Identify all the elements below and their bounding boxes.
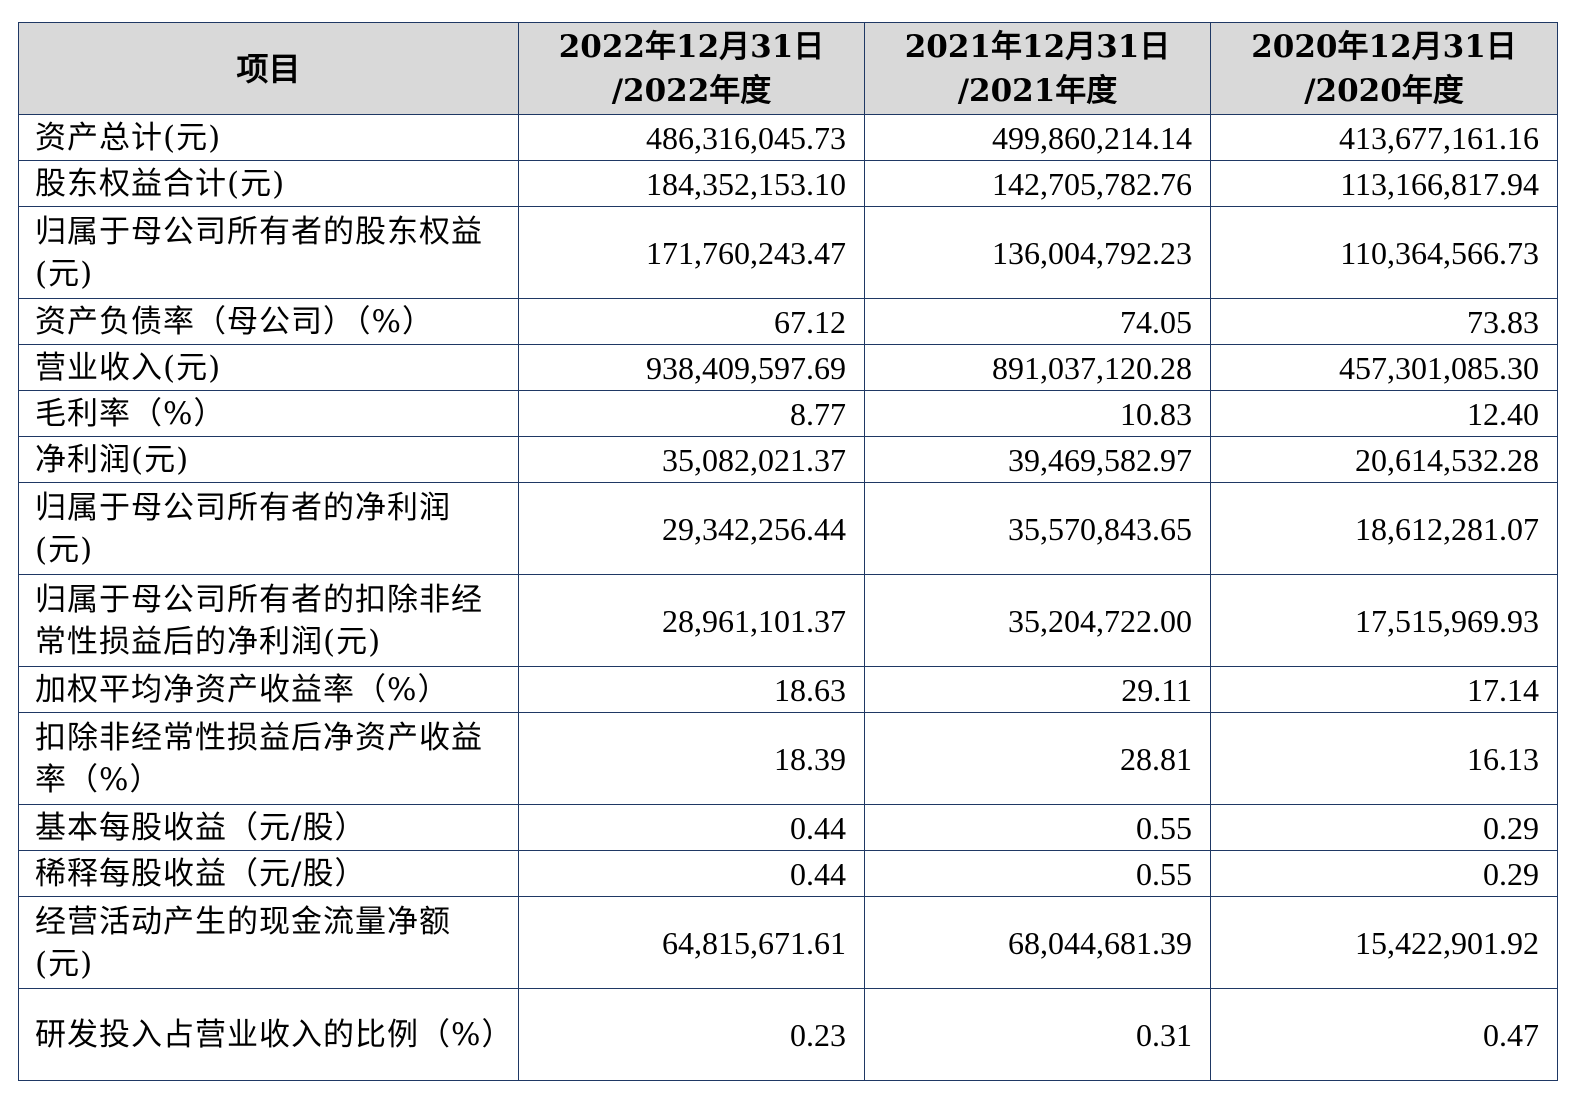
cell-2021: 0.31 [864,988,1211,1081]
cell-2020: 17.14 [1210,666,1558,713]
cell-2021: 35,570,843.65 [864,482,1211,575]
row-label: 基本每股收益（元/股） [18,804,519,851]
cell-2020: 17,515,969.93 [1210,574,1558,667]
row-label: 研发投入占营业收入的比例（%） [18,988,519,1081]
cell-2021: 74.05 [864,298,1211,345]
cell-2021: 0.55 [864,850,1211,897]
cell-2022: 0.23 [518,988,865,1081]
row-label: 归属于母公司所有者的股东权益(元) [18,206,519,299]
cell-2020: 413,677,161.16 [1210,114,1558,161]
cell-2021: 68,044,681.39 [864,896,1211,989]
cell-2022: 67.12 [518,298,865,345]
cell-2020: 73.83 [1210,298,1558,345]
row-label: 资产负债率（母公司）（%） [18,298,519,345]
cell-2021: 28.81 [864,712,1211,805]
cell-2020: 457,301,085.30 [1210,344,1558,391]
header-2022: 2022年12月31日 /2022年度 [518,22,865,115]
cell-2022: 18.39 [518,712,865,805]
table-row: 稀释每股收益（元/股） 0.44 0.55 0.29 [18,850,1558,897]
table-row: 基本每股收益（元/股） 0.44 0.55 0.29 [18,804,1558,851]
table-row: 净利润(元) 35,082,021.37 39,469,582.97 20,61… [18,436,1558,483]
cell-2021: 29.11 [864,666,1211,713]
row-label: 加权平均净资产收益率（%） [18,666,519,713]
cell-2020: 0.29 [1210,804,1558,851]
cell-2020: 16.13 [1210,712,1558,805]
table-row: 归属于母公司所有者的扣除非经常性损益后的净利润(元) 28,961,101.37… [18,574,1558,667]
row-label: 经营活动产生的现金流量净额(元) [18,896,519,989]
table-row: 营业收入(元) 938,409,597.69 891,037,120.28 45… [18,344,1558,391]
cell-2020: 20,614,532.28 [1210,436,1558,483]
row-label: 营业收入(元) [18,344,519,391]
header-2020: 2020年12月31日 /2020年度 [1210,22,1558,115]
header-2020-line2: /2020年度 [1304,72,1464,109]
row-label: 股东权益合计(元) [18,160,519,207]
header-2021-line2: /2021年度 [957,72,1118,109]
table-row: 扣除非经常性损益后净资产收益率（%） 18.39 28.81 16.13 [18,712,1558,805]
cell-2022: 938,409,597.69 [518,344,865,391]
cell-2022: 8.77 [518,390,865,437]
cell-2020: 0.47 [1210,988,1558,1081]
cell-2021: 0.55 [864,804,1211,851]
header-2022-line1: 2022年12月31日 [558,28,825,65]
cell-2022: 29,342,256.44 [518,482,865,575]
cell-2021: 39,469,582.97 [864,436,1211,483]
cell-2021: 10.83 [864,390,1211,437]
header-row: 项目 2022年12月31日 /2022年度 2021年12月31日 /2021… [18,22,1558,115]
cell-2022: 64,815,671.61 [518,896,865,989]
row-label: 毛利率（%） [18,390,519,437]
header-2021: 2021年12月31日 /2021年度 [864,22,1211,115]
cell-2022: 184,352,153.10 [518,160,865,207]
row-label: 资产总计(元) [18,114,519,161]
cell-2022: 171,760,243.47 [518,206,865,299]
cell-2021: 891,037,120.28 [864,344,1211,391]
table-row: 归属于母公司所有者的净利润(元) 29,342,256.44 35,570,84… [18,482,1558,575]
cell-2020: 0.29 [1210,850,1558,897]
row-label: 归属于母公司所有者的扣除非经常性损益后的净利润(元) [18,574,519,667]
cell-2021: 499,860,214.14 [864,114,1211,161]
table-row: 加权平均净资产收益率（%） 18.63 29.11 17.14 [18,666,1558,713]
table-body: 资产总计(元) 486,316,045.73 499,860,214.14 41… [18,114,1558,1081]
table-row: 毛利率（%） 8.77 10.83 12.40 [18,390,1558,437]
cell-2022: 28,961,101.37 [518,574,865,667]
cell-2020: 15,422,901.92 [1210,896,1558,989]
row-label: 归属于母公司所有者的净利润(元) [18,482,519,575]
table-row: 股东权益合计(元) 184,352,153.10 142,705,782.76 … [18,160,1558,207]
cell-2020: 18,612,281.07 [1210,482,1558,575]
cell-2022: 18.63 [518,666,865,713]
header-2021-line1: 2021年12月31日 [904,28,1171,65]
table-row: 归属于母公司所有者的股东权益(元) 171,760,243.47 136,004… [18,206,1558,299]
cell-2021: 136,004,792.23 [864,206,1211,299]
header-2020-line1: 2020年12月31日 [1251,28,1517,65]
table-row: 资产负债率（母公司）（%） 67.12 74.05 73.83 [18,298,1558,345]
cell-2022: 0.44 [518,850,865,897]
financial-data-table: 项目 2022年12月31日 /2022年度 2021年12月31日 /2021… [18,22,1558,1081]
row-label: 扣除非经常性损益后净资产收益率（%） [18,712,519,805]
header-item: 项目 [18,22,519,115]
cell-2022: 0.44 [518,804,865,851]
table-row: 经营活动产生的现金流量净额(元) 64,815,671.61 68,044,68… [18,896,1558,989]
cell-2020: 12.40 [1210,390,1558,437]
cell-2020: 110,364,566.73 [1210,206,1558,299]
row-label: 稀释每股收益（元/股） [18,850,519,897]
table-row: 研发投入占营业收入的比例（%） 0.23 0.31 0.47 [18,988,1558,1081]
table-header: 项目 2022年12月31日 /2022年度 2021年12月31日 /2021… [18,22,1558,115]
row-label: 净利润(元) [18,436,519,483]
cell-2022: 486,316,045.73 [518,114,865,161]
table-row: 资产总计(元) 486,316,045.73 499,860,214.14 41… [18,114,1558,161]
header-2022-line2: /2022年度 [611,72,772,109]
cell-2021: 35,204,722.00 [864,574,1211,667]
cell-2020: 113,166,817.94 [1210,160,1558,207]
cell-2022: 35,082,021.37 [518,436,865,483]
cell-2021: 142,705,782.76 [864,160,1211,207]
